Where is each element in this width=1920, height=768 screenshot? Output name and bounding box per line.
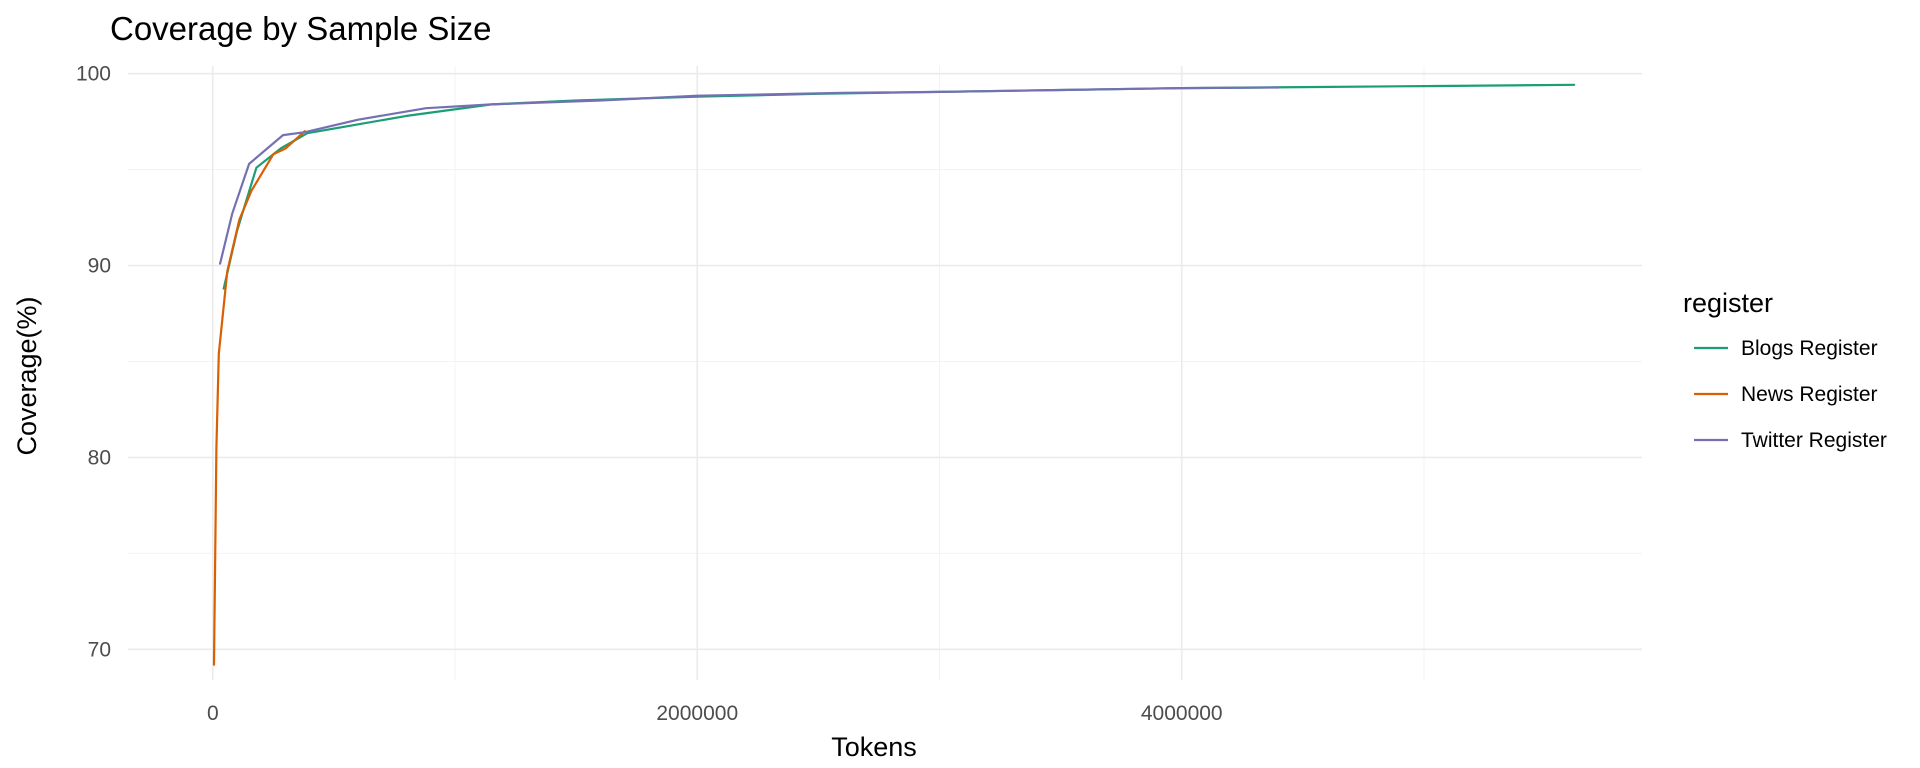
series-line-twitter-register [219,86,1280,265]
major-gridlines [128,66,1642,680]
legend-label-blogs-register: Blogs Register [1741,337,1878,360]
legend-label-news-register: News Register [1741,383,1878,406]
legend: register Blogs Register News Register Twit… [1683,288,1887,452]
y-tick-label: 70 [88,638,111,661]
plot-area [128,66,1642,680]
y-tick-label: 80 [88,446,111,469]
x-tick-label: 0 [207,702,219,725]
x-axis-title: Tokens [831,732,917,762]
x-tick-label: 2000000 [656,702,738,725]
series-line-news-register [212,130,306,666]
series-line-blogs-register [222,83,1576,290]
minor-gridlines [128,66,1642,680]
legend-items: Blogs Register News Register Twitter Regis… [1694,337,1887,452]
series-lines [212,83,1576,666]
x-axis-tick-labels: 0 2000000 4000000 [207,702,1223,725]
y-tick-label: 100 [76,63,111,86]
legend-title: register [1683,288,1773,318]
y-tick-label: 90 [88,255,111,278]
chart-title: Coverage by Sample Size [110,10,492,47]
y-axis-tick-labels: 70 80 90 100 [76,63,111,662]
legend-label-twitter-register: Twitter Register [1741,429,1887,452]
x-tick-label: 4000000 [1141,702,1223,725]
y-axis-title: Coverage(%) [12,296,42,455]
